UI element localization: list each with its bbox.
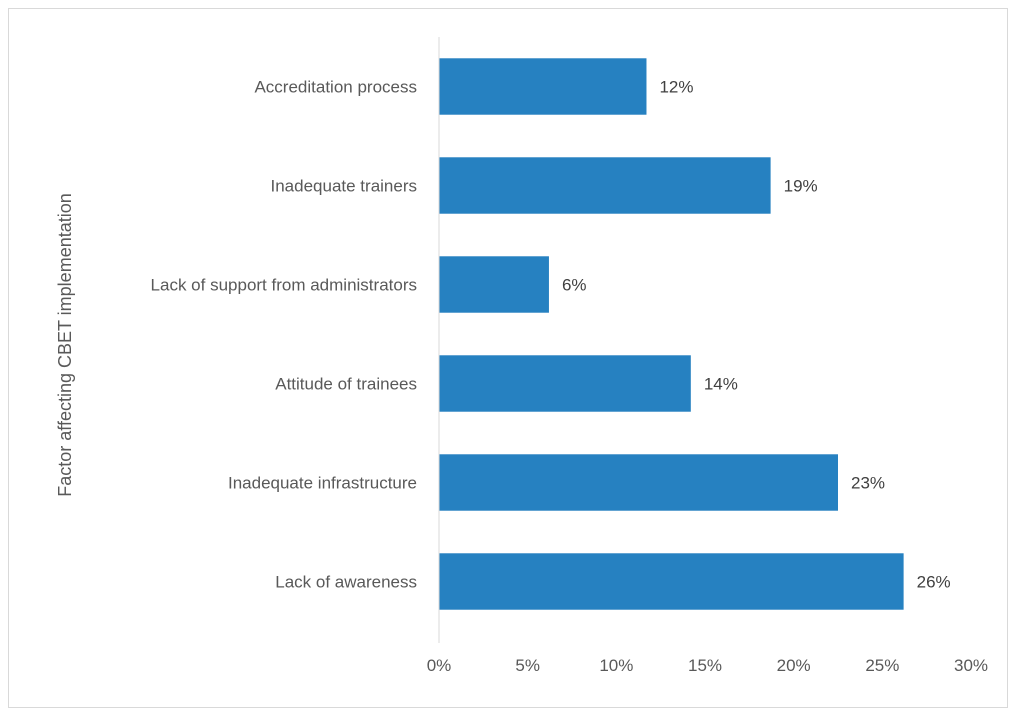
category-label: Attitude of trainees	[275, 375, 417, 394]
data-label: 14%	[704, 375, 738, 394]
bar-0	[439, 58, 647, 115]
chart-frame: Factor affecting CBET implementation Acc…	[8, 8, 1008, 708]
data-label: 19%	[784, 177, 818, 196]
x-tick-label: 20%	[777, 656, 811, 675]
x-tick-label: 10%	[599, 656, 633, 675]
x-tick-label: 15%	[688, 656, 722, 675]
data-label: 23%	[851, 474, 885, 493]
x-tick-label: 0%	[427, 656, 452, 675]
category-label: Accreditation process	[254, 78, 417, 97]
bar-5	[439, 553, 904, 610]
data-label: 6%	[562, 276, 587, 295]
y-axis-title: Factor affecting CBET implementation	[55, 193, 75, 496]
x-tick-label: 5%	[515, 656, 540, 675]
bar-2	[439, 256, 549, 313]
category-label: Lack of support from administrators	[151, 276, 417, 295]
data-label: 26%	[917, 573, 951, 592]
x-tick-label: 25%	[865, 656, 899, 675]
bar-chart: Factor affecting CBET implementation Acc…	[55, 37, 988, 675]
category-label: Lack of awareness	[275, 573, 417, 592]
category-label: Inadequate infrastructure	[228, 474, 417, 493]
category-label: Inadequate trainers	[271, 177, 418, 196]
x-tick-label: 30%	[954, 656, 988, 675]
bar-4	[439, 454, 838, 511]
data-label: 12%	[659, 78, 693, 97]
bar-3	[439, 355, 691, 412]
bar-1	[439, 157, 771, 214]
